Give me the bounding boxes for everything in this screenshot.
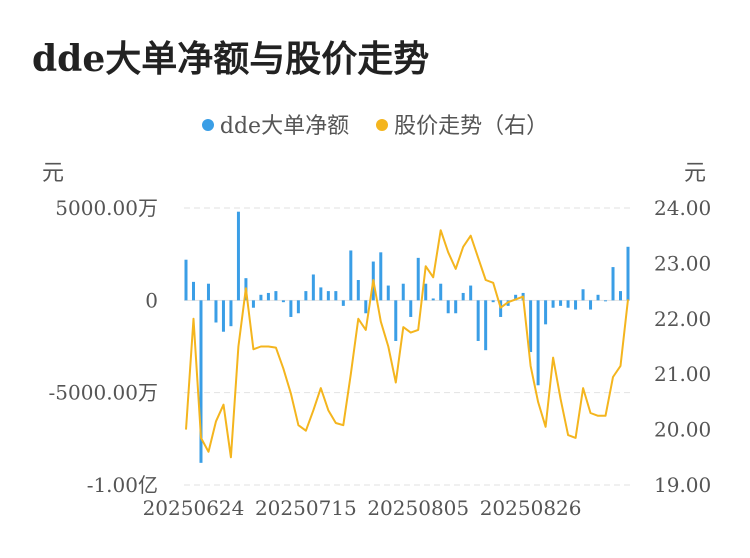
bar (184, 259, 188, 301)
bar (409, 300, 413, 317)
x-tick-label: 20250826 (480, 496, 582, 520)
left-tick-label: 5000.00万 (55, 196, 158, 220)
bar (514, 294, 518, 301)
left-tick-label: -5000.00万 (49, 381, 158, 405)
bar (379, 252, 383, 301)
bar (281, 300, 285, 303)
bar (191, 281, 195, 301)
bar (431, 298, 435, 301)
legend-item-price[interactable]: 股价走势（右） (376, 108, 548, 140)
bar (619, 291, 623, 301)
bar (334, 291, 338, 301)
legend-label: 股价走势（右） (394, 114, 549, 139)
bar (596, 294, 600, 301)
bar (274, 291, 278, 301)
legend-dot-icon (376, 119, 389, 131)
legend-label: dde大单净额 (219, 114, 350, 139)
bar (394, 300, 398, 341)
right-axis-unit: 元 (684, 161, 707, 186)
bar (251, 300, 255, 308)
bar (446, 300, 450, 314)
legend-item-dde[interactable]: dde大单净额 (201, 108, 350, 140)
legend-dot-icon (201, 119, 214, 131)
bar (424, 283, 428, 301)
price-line (185, 229, 629, 459)
bar (581, 289, 585, 301)
bar (416, 257, 420, 301)
bar (289, 300, 293, 317)
bar (461, 292, 465, 301)
bar (439, 283, 443, 301)
left-tick-label: -1.00亿 (87, 473, 158, 497)
bar (304, 291, 308, 301)
legend: dde大单净额 股价走势（右） (0, 108, 750, 140)
bar (229, 300, 233, 327)
left-tick-label: 0 (145, 288, 158, 312)
bar (311, 274, 315, 301)
bar (484, 300, 488, 351)
bar (611, 267, 615, 301)
bar (266, 292, 270, 301)
right-tick-label: 24.00 (654, 196, 711, 220)
bar (604, 300, 608, 302)
right-tick-label: 21.00 (654, 362, 711, 386)
bar (214, 300, 218, 323)
bar (221, 300, 225, 332)
bar (551, 300, 555, 308)
right-tick-label: 23.00 (654, 251, 711, 275)
bar (206, 283, 210, 301)
bar (356, 280, 360, 301)
bar (199, 300, 203, 463)
bar (341, 300, 345, 306)
bar (469, 285, 473, 301)
bar (626, 246, 630, 301)
x-tick-label: 20250624 (143, 496, 245, 520)
bar (589, 300, 593, 310)
bar (319, 287, 323, 301)
bar (476, 300, 480, 341)
x-tick-label: 20250715 (255, 496, 357, 520)
bar (401, 283, 405, 301)
bar (364, 300, 368, 314)
bar (529, 300, 533, 353)
right-tick-label: 22.00 (654, 307, 711, 331)
chart-title: dde大单净额与股价走势 (32, 38, 430, 80)
bar (349, 250, 353, 301)
bar (574, 300, 578, 310)
bar (536, 300, 540, 386)
bar (544, 300, 548, 325)
bar (559, 300, 563, 306)
x-tick-label: 20250805 (367, 496, 469, 520)
right-tick-label: 19.00 (654, 473, 711, 497)
bar (236, 211, 240, 301)
bar (326, 291, 330, 301)
left-axis-unit: 元 (42, 161, 65, 186)
bar (454, 300, 458, 314)
bar (259, 294, 263, 301)
bar (566, 300, 570, 308)
bar (296, 300, 300, 314)
right-tick-label: 20.00 (654, 418, 711, 442)
bar (491, 300, 495, 303)
bar (386, 285, 390, 301)
